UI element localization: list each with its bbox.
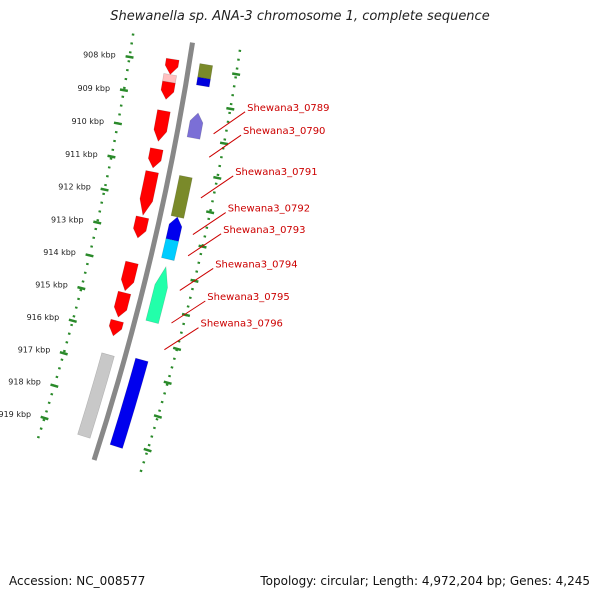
gene-feature[interactable] (120, 260, 139, 292)
inner-major-tick (85, 253, 94, 258)
outer-major-tick (153, 414, 163, 419)
gene-feature[interactable] (147, 147, 164, 169)
tick-label: 911 kbp (65, 150, 98, 159)
gene-feature[interactable] (161, 238, 179, 261)
gene-feature[interactable] (197, 63, 214, 80)
gene-feature[interactable] (139, 170, 159, 217)
gene-feature[interactable] (113, 290, 132, 318)
gene-label[interactable]: Shewana3_0794 (215, 259, 297, 270)
gene-label[interactable]: Shewana3_0796 (201, 319, 283, 330)
sequence-summary: Topology: circular; Length: 4,972,204 bp… (260, 574, 590, 588)
tick-label: 917 kbp (18, 346, 51, 355)
gene-feature[interactable] (164, 57, 180, 76)
tick-label: 912 kbp (58, 183, 91, 192)
gene-feature[interactable] (186, 112, 204, 140)
map-title: Shewanella sp. ANA-3 chromosome 1, compl… (110, 9, 490, 24)
tick-label: 908 kbp (83, 51, 116, 60)
label-leader-line (208, 134, 242, 158)
gene-label[interactable]: Shewana3_0790 (243, 126, 325, 137)
gene-feature[interactable] (170, 174, 193, 219)
tick-layer: 908 kbp 909 kbp 910 kbp 911 kbp 912 kbp 913 k… (0, 33, 242, 476)
label-layer: Shewana3_0789 Shewana3_0790 Shewana3_0791 S… (164, 103, 330, 351)
inner-major-tick (77, 285, 86, 291)
label-leader-line (164, 327, 199, 351)
inner-major-tick (125, 55, 134, 59)
gene-feature[interactable] (165, 216, 183, 242)
gene-label[interactable]: Shewana3_0792 (228, 204, 310, 215)
outer-major-tick (219, 141, 229, 146)
inner-major-tick (107, 154, 116, 159)
label-leader-line (192, 212, 226, 236)
outer-major-tick (205, 210, 215, 215)
inner-major-tick (93, 220, 102, 225)
inner-major-tick (113, 121, 123, 126)
tick-label: 919 kbp (0, 410, 31, 419)
accession-text: Accession: NC_008577 (9, 574, 146, 588)
backbone-layer (91, 42, 195, 461)
gene-feature[interactable] (160, 80, 176, 100)
gene-feature[interactable] (77, 352, 115, 439)
gene-feature[interactable] (162, 73, 177, 84)
outer-major-tick (143, 447, 152, 453)
gene-label[interactable]: Shewana3_0791 (235, 167, 317, 178)
gene-label[interactable]: Shewana3_0793 (223, 225, 305, 236)
tick-label: 910 kbp (71, 117, 104, 126)
gene-feature[interactable] (108, 318, 124, 337)
gene-feature[interactable] (145, 265, 168, 324)
gene-feature[interactable] (109, 357, 149, 449)
tick-label: 916 kbp (27, 313, 60, 322)
backbone-ring (91, 42, 195, 461)
inner-major-tick (40, 415, 49, 421)
inner-major-tick (50, 383, 59, 389)
label-leader-line (213, 111, 246, 135)
gene-feature[interactable] (153, 109, 171, 142)
inner-major-tick (68, 318, 77, 324)
label-leader-line (187, 233, 222, 257)
inner-major-tick (119, 88, 129, 93)
inner-major-tick (100, 187, 109, 192)
tick-label: 918 kbp (8, 378, 41, 387)
tick-label: 914 kbp (43, 248, 76, 257)
label-leader-line (179, 267, 214, 291)
outer-major-tick (181, 312, 191, 318)
outer-major-tick (213, 175, 222, 180)
outer-major-tick (163, 380, 172, 386)
outer-major-tick (226, 106, 235, 111)
label-leader-line (200, 175, 234, 199)
gene-feature[interactable] (133, 215, 150, 239)
outer-major-tick (172, 346, 182, 352)
tick-label: 909 kbp (77, 84, 110, 93)
inner-major-tick (59, 350, 68, 356)
label-leader-line (171, 300, 206, 324)
gene-feature[interactable] (196, 76, 211, 88)
tick-label: 913 kbp (51, 215, 84, 224)
tick-label: 915 kbp (35, 281, 68, 290)
gene-label[interactable]: Shewana3_0795 (207, 292, 289, 303)
feature-layer (77, 57, 214, 449)
outer-major-tick (231, 72, 241, 77)
outer-dotted-ring (138, 49, 242, 476)
gene-label[interactable]: Shewana3_0789 (247, 103, 329, 114)
